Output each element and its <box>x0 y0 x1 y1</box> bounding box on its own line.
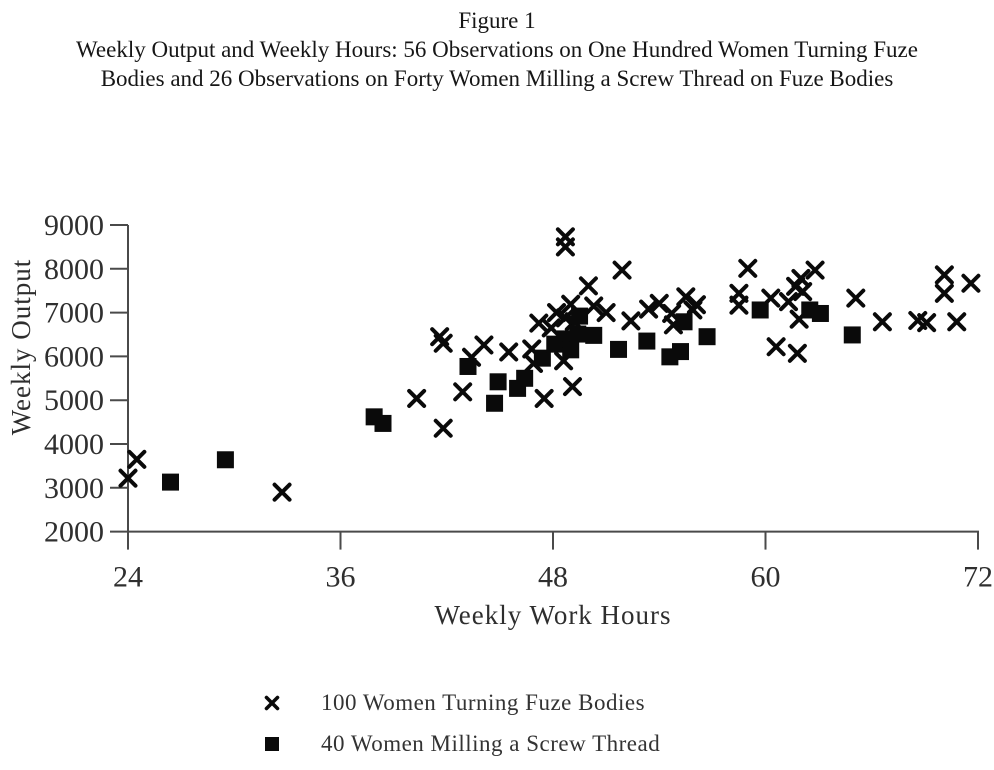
data-point-x-marker <box>529 313 549 333</box>
data-point-x-marker <box>407 388 427 408</box>
data-point-square-marker <box>569 325 587 343</box>
data-point-x-marker <box>547 303 567 323</box>
data-point-x-marker <box>961 273 981 293</box>
data-point-square-marker <box>374 414 392 432</box>
data-point-x-marker <box>805 260 825 280</box>
x-axis-title: Weekly Work Hours <box>434 600 671 630</box>
data-point-square-marker <box>811 304 829 322</box>
chart-legend: 100 Women Turning Fuze Bodies 40 Women Mi… <box>253 682 660 764</box>
figure-title-line-2: Weekly Output and Weekly Hours: 56 Obser… <box>76 37 918 62</box>
data-point-x-marker <box>596 303 616 323</box>
data-point-x-marker <box>584 296 604 316</box>
data-point-x-marker <box>499 342 519 362</box>
data-point-x-marker <box>846 288 866 308</box>
data-point-square-marker <box>638 332 656 350</box>
data-point-x-marker <box>562 377 582 397</box>
data-point-x-marker <box>779 292 799 312</box>
data-point-square-marker <box>489 373 507 391</box>
y-tick-label: 9000 <box>44 209 104 242</box>
legend-label: 100 Women Turning Fuze Bodies <box>321 689 646 715</box>
data-point-x-marker <box>639 299 659 319</box>
data-point-x-marker <box>541 318 561 338</box>
data-point-x-marker <box>555 237 575 257</box>
x-tick-label: 60 <box>751 561 781 594</box>
data-point-x-marker <box>934 283 954 303</box>
x-tick-label: 24 <box>113 561 143 594</box>
y-tick-label: 3000 <box>44 472 104 505</box>
data-point-x-marker <box>766 337 786 357</box>
y-axis-title: Weekly Output <box>6 259 36 436</box>
data-point-x-marker <box>738 258 758 278</box>
data-point-square-marker <box>533 349 551 367</box>
y-tick-label: 2000 <box>44 516 104 549</box>
data-point-x-marker <box>934 265 954 285</box>
data-point-square-marker <box>675 313 693 331</box>
data-point-square-marker <box>698 328 716 346</box>
data-point-square-marker <box>672 343 689 361</box>
y-tick-label: 6000 <box>44 340 104 373</box>
data-point-x-marker <box>787 343 807 363</box>
data-point-x-marker <box>433 333 453 353</box>
data-point-x-marker <box>947 312 967 332</box>
y-tick-label: 4000 <box>44 428 104 461</box>
data-point-x-marker <box>474 335 494 355</box>
figure-title: Figure 1 Weekly Output and Weekly Hours:… <box>0 6 994 93</box>
data-point-square-marker <box>843 326 861 344</box>
x-tick-label: 36 <box>326 561 356 594</box>
square-marker-icon <box>253 735 291 753</box>
x-tick-label: 48 <box>538 561 568 594</box>
data-point-x-marker <box>453 382 473 402</box>
data-point-square-marker <box>162 473 179 491</box>
data-point-x-marker <box>534 388 554 408</box>
legend-item-milling: 40 Women Milling a Screw Thread <box>253 723 660 764</box>
data-point-square-marker <box>571 307 589 325</box>
data-point-x-marker <box>872 312 892 332</box>
x-marker-icon <box>253 694 291 712</box>
data-point-x-marker <box>621 311 641 331</box>
data-point-x-marker <box>578 276 598 296</box>
data-point-x-marker <box>917 313 937 333</box>
data-point-square-marker <box>459 357 477 375</box>
x-tick-label: 72 <box>963 561 993 594</box>
data-point-square-marker <box>751 301 769 319</box>
data-point-square-marker <box>216 451 234 469</box>
data-point-square-marker <box>610 340 628 358</box>
data-point-x-marker <box>612 260 632 280</box>
data-point-x-marker <box>118 468 138 488</box>
y-tick-label: 8000 <box>44 253 104 286</box>
data-point-x-marker <box>272 482 292 502</box>
data-point-square-marker <box>585 326 603 344</box>
legend-item-turning: 100 Women Turning Fuze Bodies <box>253 682 660 723</box>
legend-label: 40 Women Milling a Screw Thread <box>321 730 661 756</box>
data-point-x-marker <box>127 449 147 469</box>
data-point-x-marker <box>433 418 453 438</box>
figure-number: Figure 1 <box>458 8 536 33</box>
y-tick-label: 5000 <box>44 384 104 417</box>
data-point-x-marker <box>729 295 749 315</box>
data-point-square-marker <box>486 394 504 412</box>
data-point-x-marker <box>786 276 806 296</box>
figure-title-line-3: Bodies and 26 Observations on Forty Wome… <box>100 66 894 91</box>
data-point-square-marker <box>562 341 580 359</box>
data-point-square-marker <box>509 379 527 397</box>
y-tick-label: 7000 <box>44 297 104 330</box>
